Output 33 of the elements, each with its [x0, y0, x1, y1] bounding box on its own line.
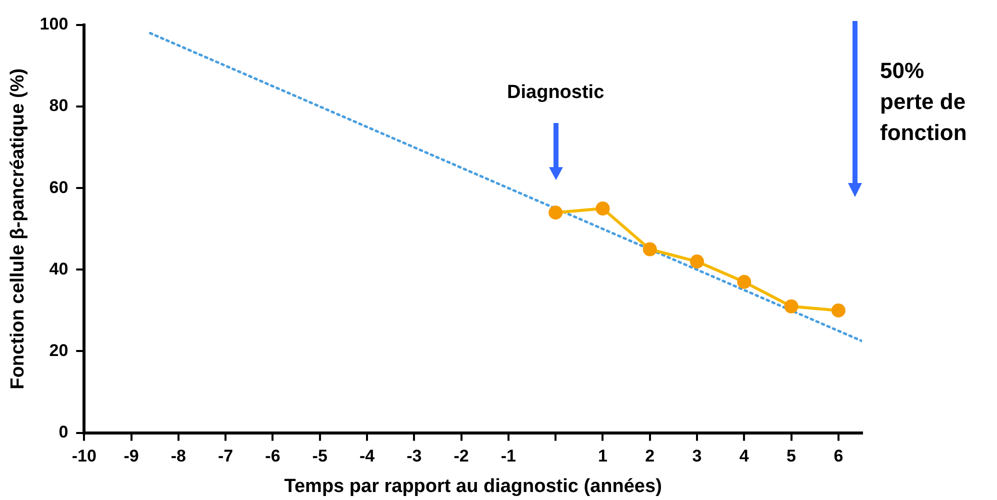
y-tick-label: 100	[40, 14, 68, 34]
point	[690, 254, 704, 269]
x-tick-label: -5	[312, 446, 328, 466]
x-tick-label: -9	[124, 446, 139, 466]
x-axis-title: Temps par rapport au diagnostic (années)	[284, 476, 662, 497]
y-tick-label: 20	[49, 340, 68, 360]
x-tick-label: 5	[786, 446, 796, 466]
x-tick-label: -4	[359, 446, 376, 466]
text: 50% perte de fonction	[880, 57, 968, 147]
x-tick-label: -3	[406, 446, 422, 466]
x-tick-label: 3	[692, 446, 702, 466]
x-tick-label: 6	[834, 446, 844, 466]
x-tick-label: -10	[72, 446, 96, 466]
point	[831, 303, 846, 318]
x-tick-label: 2	[645, 446, 655, 466]
y-axis-title: Fonction cellule β-pancréatique (%)	[8, 68, 29, 390]
y-tick-label: 80	[49, 96, 68, 116]
y-tick-label: 0	[58, 422, 68, 442]
x-tick-label: 4	[739, 446, 750, 466]
x-tick-label: -6	[265, 446, 280, 466]
x-tick-label: -7	[218, 446, 234, 466]
x-tick-label: -1	[500, 446, 516, 466]
x-tick-label: -8	[170, 446, 186, 466]
annotation: Diagnostic	[506, 82, 606, 104]
point	[642, 242, 657, 256]
point	[737, 274, 752, 289]
y-tick-label: 40	[49, 259, 68, 278]
x-tick-label: 1	[598, 446, 608, 466]
x-tick-label: -2	[454, 446, 469, 466]
point	[548, 206, 563, 220]
point	[784, 299, 798, 314]
point	[596, 202, 610, 216]
y-tick-label: 60	[49, 178, 68, 197]
